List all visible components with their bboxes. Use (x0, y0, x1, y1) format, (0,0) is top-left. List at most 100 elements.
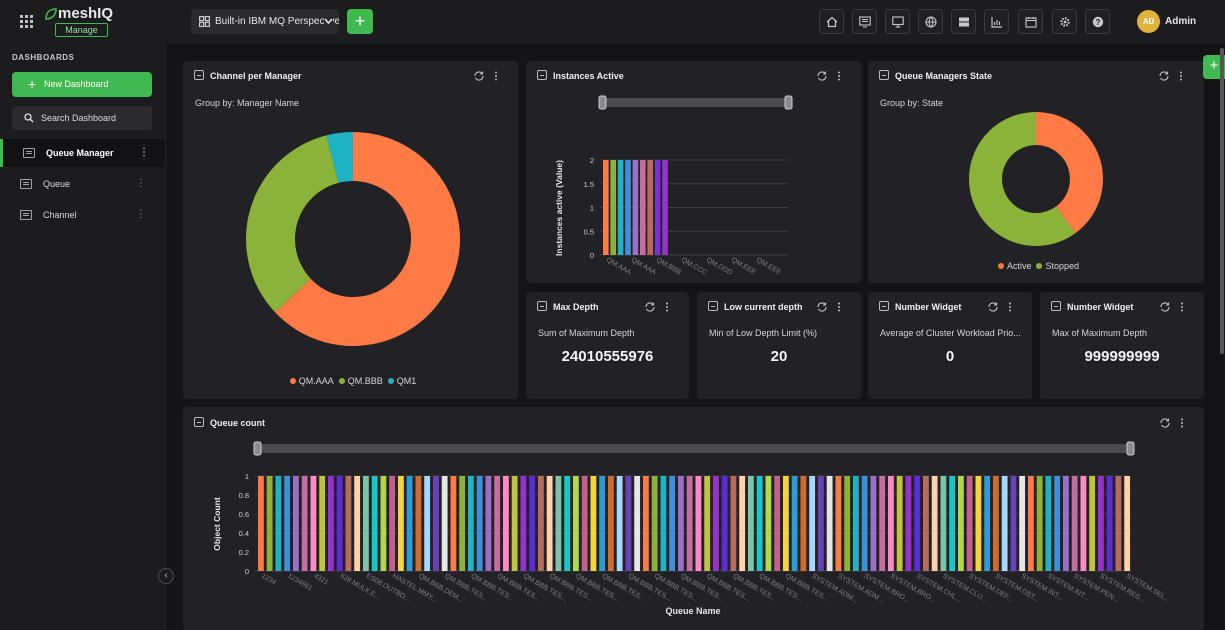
calendar-button[interactable] (1018, 9, 1043, 34)
bar[interactable] (494, 476, 501, 571)
bar[interactable] (1098, 476, 1104, 571)
bar[interactable] (662, 160, 668, 255)
bar[interactable] (958, 476, 964, 571)
bar[interactable] (529, 476, 536, 571)
bar[interactable] (433, 476, 439, 571)
sidebar-item-queue[interactable]: Queue ⋮ (0, 170, 165, 198)
pie-slice-qm-bbb[interactable] (246, 135, 339, 313)
minimize-icon[interactable] (708, 301, 718, 311)
bar[interactable] (406, 476, 413, 571)
minimize-icon[interactable] (537, 70, 547, 80)
chart-button[interactable] (984, 9, 1009, 34)
bar[interactable] (713, 476, 719, 571)
bar[interactable] (275, 476, 282, 571)
desktop-button[interactable] (885, 9, 910, 34)
bar[interactable] (1089, 476, 1096, 571)
sidebar-item-channel[interactable]: Channel ⋮ (0, 201, 165, 229)
more-vertical-icon[interactable] (1180, 71, 1182, 81)
bar[interactable] (319, 476, 326, 571)
bar[interactable] (415, 476, 422, 571)
bar[interactable] (1124, 476, 1131, 571)
add-widget-button[interactable]: + (1203, 55, 1225, 79)
bar[interactable] (617, 160, 624, 255)
range-slider-track[interactable] (254, 444, 1134, 453)
bar[interactable] (791, 476, 798, 571)
bar[interactable] (940, 476, 947, 571)
bar[interactable] (616, 476, 623, 571)
collapse-sidebar-button[interactable]: ‹ (158, 568, 174, 584)
server-button[interactable] (951, 9, 976, 34)
more-vertical-icon[interactable]: ⋮ (136, 178, 146, 189)
bar[interactable] (424, 476, 431, 571)
bar[interactable] (599, 476, 606, 571)
bar[interactable] (647, 160, 653, 255)
bar[interactable] (800, 476, 807, 571)
bar[interactable] (739, 476, 746, 571)
avatar[interactable]: AD (1137, 10, 1160, 33)
bar[interactable] (336, 476, 343, 571)
refresh-icon[interactable] (1159, 71, 1169, 81)
bar[interactable] (1036, 476, 1043, 571)
bar[interactable] (695, 476, 702, 571)
range-handle-left[interactable] (598, 95, 607, 110)
bar[interactable] (503, 476, 509, 571)
minimize-icon[interactable] (194, 417, 204, 427)
bar[interactable] (660, 476, 667, 571)
range-handle-right[interactable] (784, 95, 793, 110)
bar[interactable] (774, 476, 781, 571)
help-button[interactable]: ? (1085, 9, 1110, 34)
home-button[interactable] (819, 9, 844, 34)
legend-item[interactable]: QM.AAA (285, 376, 334, 386)
bar[interactable] (984, 476, 991, 571)
pie-slice-active[interactable] (1036, 112, 1103, 234)
bar[interactable] (704, 476, 711, 571)
bar[interactable] (966, 476, 973, 571)
bar[interactable] (450, 476, 457, 571)
bar[interactable] (993, 476, 999, 571)
more-vertical-icon[interactable] (838, 71, 840, 81)
more-vertical-icon[interactable] (495, 71, 497, 81)
refresh-icon[interactable] (1160, 302, 1170, 312)
bar[interactable] (608, 476, 614, 571)
bar[interactable] (949, 476, 956, 571)
legend-item[interactable]: QM.BBB (334, 376, 383, 386)
user-name[interactable]: Admin (1165, 16, 1197, 27)
bar[interactable] (354, 476, 361, 571)
bar[interactable] (511, 476, 518, 571)
bar[interactable] (861, 476, 868, 571)
minimize-icon[interactable] (537, 301, 547, 311)
minimize-icon[interactable] (879, 70, 889, 80)
bar[interactable] (476, 476, 483, 571)
bar[interactable] (398, 476, 404, 571)
bar[interactable] (310, 476, 317, 571)
bar[interactable] (625, 160, 631, 255)
bar[interactable] (686, 476, 693, 571)
bar[interactable] (1063, 476, 1069, 571)
legend-item[interactable]: QM1 (383, 376, 416, 386)
bar[interactable] (651, 476, 658, 571)
refresh-icon[interactable] (474, 71, 484, 81)
search-dashboard-input[interactable]: Search Dashboard (12, 106, 152, 130)
refresh-icon[interactable] (1160, 418, 1170, 428)
bar[interactable] (634, 476, 641, 571)
refresh-icon[interactable] (645, 302, 655, 312)
refresh-icon[interactable] (817, 302, 827, 312)
minimize-icon[interactable] (1051, 301, 1061, 311)
minimize-icon[interactable] (879, 301, 889, 311)
bar[interactable] (975, 476, 982, 571)
bar[interactable] (905, 476, 912, 571)
more-vertical-icon[interactable] (1009, 302, 1011, 312)
bar[interactable] (1080, 476, 1087, 571)
bar[interactable] (590, 476, 597, 571)
bar[interactable] (721, 476, 728, 571)
bar[interactable] (380, 476, 387, 571)
bar[interactable] (258, 476, 264, 571)
bar[interactable] (573, 476, 579, 571)
bar[interactable] (826, 476, 833, 571)
bar[interactable] (441, 476, 448, 571)
more-vertical-icon[interactable] (1181, 302, 1183, 312)
pie-slice-qm-aaa[interactable] (275, 132, 461, 346)
bar[interactable] (1071, 476, 1078, 571)
bar[interactable] (1019, 476, 1026, 571)
bar[interactable] (809, 476, 816, 571)
